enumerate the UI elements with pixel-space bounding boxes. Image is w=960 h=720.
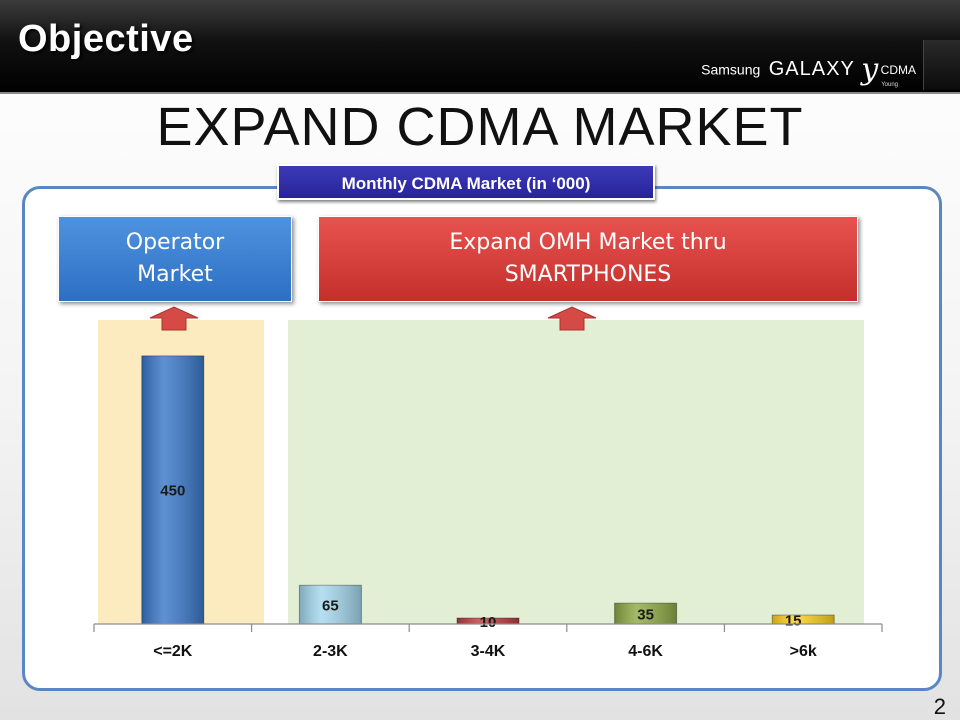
x-tick-label-3: 4-6K bbox=[628, 643, 663, 660]
data-label-0: 450 bbox=[160, 482, 185, 499]
brand-model: y bbox=[861, 52, 879, 87]
smartphones-callout: Expand OMH Market thru SMARTPHONES bbox=[318, 216, 858, 302]
smartphones-callout-line-2: SMARTPHONES bbox=[504, 262, 672, 287]
header-title: Objective bbox=[18, 18, 194, 60]
panel-label: Monthly CDMA Market (in ‘000) bbox=[277, 164, 655, 200]
brand-product: GALAXY bbox=[768, 58, 855, 80]
data-label-4: 15 bbox=[785, 613, 802, 630]
page-number: 2 bbox=[933, 694, 946, 719]
operator-callout-line-2: Market bbox=[137, 262, 213, 287]
x-tick-label-0: <=2K bbox=[153, 643, 193, 660]
smartphone-segment-background bbox=[288, 320, 864, 624]
header-bar: Objective Samsung GALAXY y CDMA Young bbox=[0, 0, 960, 94]
bar-shade-4 bbox=[772, 615, 835, 624]
brand-logo: Samsung GALAXY y CDMA bbox=[701, 52, 916, 87]
x-tick-label-2: 3-4K bbox=[471, 643, 506, 660]
bar-shade-1 bbox=[299, 585, 362, 624]
data-label-1: 65 bbox=[322, 598, 339, 615]
x-tick-label-1: 2-3K bbox=[313, 643, 348, 660]
operator-market-callout: Operator Market bbox=[58, 216, 292, 302]
brand-mark bbox=[923, 40, 960, 90]
smartphones-callout-line-1: Expand OMH Market thru bbox=[449, 230, 727, 256]
brand-maker: Samsung bbox=[701, 61, 761, 78]
brand-sub: Young bbox=[881, 82, 898, 88]
data-label-2: 10 bbox=[480, 614, 497, 631]
operator-up-arrow-icon bbox=[149, 306, 199, 331]
bar-shade-0 bbox=[141, 355, 204, 624]
data-label-3: 35 bbox=[637, 607, 654, 624]
smartphones-up-arrow-icon bbox=[547, 306, 597, 331]
bar-shade-3 bbox=[614, 603, 677, 624]
brand-suffix: CDMA bbox=[880, 62, 916, 77]
operator-callout-line-1: Operator bbox=[125, 230, 225, 256]
x-tick-label-4: >6k bbox=[790, 643, 817, 660]
bar-shade-2 bbox=[457, 618, 519, 624]
slide-title: EXPAND CDMA MARKET bbox=[156, 97, 804, 157]
